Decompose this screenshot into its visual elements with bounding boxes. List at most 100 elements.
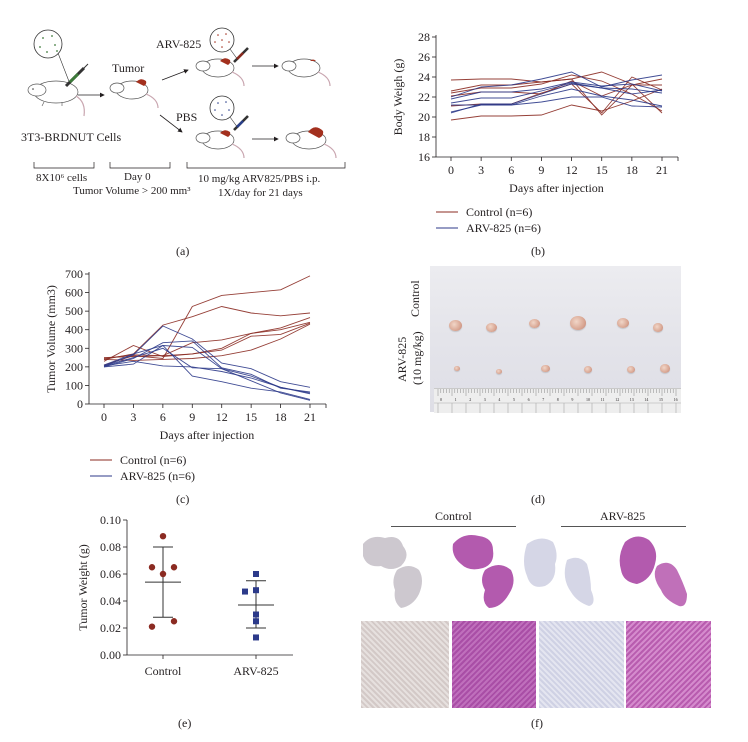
ruler-number: 11 <box>601 397 605 402</box>
ruler-number: 0 <box>440 397 442 402</box>
control-data-point <box>148 623 156 630</box>
arv-825-tumor-specimen <box>627 366 635 373</box>
photo-row-control-label: Control <box>408 280 422 317</box>
ruler-number: 15 <box>659 397 663 402</box>
photo-row-dose-label: (10 mg/kg) <box>410 331 424 385</box>
syringe-icon <box>64 63 89 88</box>
legend-label: ARV-825 (n=6) <box>466 221 541 235</box>
arrow <box>159 114 183 133</box>
ruler-number: 12 <box>615 397 619 402</box>
phase-3-dose-label: 10 mg/kg ARV825/PBS i.p. <box>198 173 321 185</box>
arv-825-tumor-specimen <box>540 364 550 373</box>
he-tile-arv <box>626 621 711 708</box>
x-tick-label: 21 <box>656 163 668 177</box>
ruler-number: 8 <box>557 397 559 402</box>
panel-label-b: (b) <box>531 244 545 258</box>
x-tick-label: 12 <box>566 163 578 177</box>
y-tick-label: 100 <box>65 378 83 392</box>
ruler-number: 7 <box>542 397 544 402</box>
panel-a-schematic: ARV-825 Tumor PBS 3T3-BRDNUT Cells 8X10⁶… <box>0 0 374 258</box>
ruler: 0 1 2 3 4 5 6 7 8 9 10 11 12 13 14 15 16 <box>434 388 681 413</box>
phase-3-schedule-label: 1X/day for 21 days <box>218 187 303 199</box>
control-data-point <box>148 564 156 571</box>
control-series-line <box>103 306 311 360</box>
ihc-tile-control <box>361 621 449 708</box>
arv-825-data-point <box>253 611 259 618</box>
ruler-number: 6 <box>528 397 530 402</box>
y-axis-label: Body Weigh (g) <box>391 59 405 136</box>
x-tick-label: 0 <box>101 410 107 424</box>
arv-825-label: ARV-825 <box>156 37 202 51</box>
arv-825-data-point <box>253 571 259 577</box>
arrow <box>161 69 189 81</box>
arv-825-tumor-specimen <box>584 366 592 373</box>
timeline-bracket <box>109 162 171 169</box>
y-tick-label: 500 <box>65 304 83 318</box>
y-tick-label: 0.00 <box>100 648 121 662</box>
y-tick-label: 26 <box>418 50 430 64</box>
panel-label-a: (a) <box>176 244 190 258</box>
arv-825-series-line <box>103 325 311 388</box>
legend-label: Control (n=6) <box>120 453 186 467</box>
control-tumor-specimen <box>485 322 497 332</box>
control-series-line <box>450 76 663 114</box>
phase-2-volume-label: Tumor Volume > 200 mm³ <box>73 185 191 197</box>
y-tick-label: 0 <box>77 397 83 411</box>
arv-825-series-line <box>450 83 663 114</box>
y-tick-label: 0.02 <box>100 621 121 635</box>
phase-1-label: 8X10⁶ cells <box>36 172 88 184</box>
y-axis-label: Tumor Volume (mm3) <box>44 285 58 393</box>
schematic-drawing <box>27 27 346 169</box>
phase-2-label: Day 0 <box>124 171 151 183</box>
tumor-label: Tumor <box>112 61 145 75</box>
panel-label-c: (c) <box>176 492 190 506</box>
arv-825-data-point <box>253 587 259 594</box>
arv-825-series-line <box>450 81 663 100</box>
ruler-number: 1 <box>455 397 457 402</box>
x-axis-label: Days after injection <box>509 181 604 195</box>
y-tick-label: 400 <box>65 323 83 337</box>
ruler-number: 3 <box>484 397 486 402</box>
arv-825-series-line <box>103 344 311 400</box>
y-tick-label: 22 <box>418 90 430 104</box>
ihc-tile-arv <box>539 621 624 708</box>
histology-group-control-label: Control <box>435 509 472 523</box>
control-data-point <box>170 564 178 571</box>
control-data-point <box>159 570 167 578</box>
x-tick-label: 3 <box>478 163 484 177</box>
cell-dish-icon <box>33 29 71 85</box>
arv-825-tumor-specimen <box>496 369 502 375</box>
ihc-slide-control <box>363 536 422 608</box>
y-tick-label: 0.04 <box>100 594 121 608</box>
x-tick-label: 18 <box>275 410 287 424</box>
x-category-label: Control <box>145 664 182 678</box>
arv-825-data-point <box>253 634 259 641</box>
control-series-line <box>103 323 311 361</box>
whole-slide-row <box>363 535 687 608</box>
mouse-with-tumor-icon <box>109 79 159 109</box>
arv-825-data-point <box>253 618 259 625</box>
cell-dish-icon <box>209 27 239 61</box>
ruler-number: 14 <box>644 397 648 402</box>
x-tick-label: 0 <box>448 163 454 177</box>
body-weight-chart: 16 18 20 22 24 26 28 0 3 6 9 12 15 18 21 Days after inj… <box>391 30 679 235</box>
group-divider-line <box>391 526 516 527</box>
x-tick-label: 6 <box>160 410 166 424</box>
mouse-with-tumor-icon <box>195 130 245 159</box>
y-tick-label: 24 <box>418 70 430 84</box>
ruler-number: 2 <box>469 397 471 402</box>
group-divider-line <box>561 526 686 527</box>
x-axis-label: Days after injection <box>160 428 255 442</box>
control-tumor-specimen <box>653 323 663 332</box>
cells-label: 3T3-BRDNUT Cells <box>21 130 122 144</box>
y-tick-label: 18 <box>418 130 430 144</box>
y-tick-label: 16 <box>418 150 430 164</box>
ruler-number: 16 <box>674 397 678 402</box>
control-tumor-specimen <box>617 318 629 329</box>
ruler-ticks: 0 1 2 3 4 5 6 7 8 9 10 11 12 13 14 15 16 <box>434 389 681 413</box>
x-tick-label: 18 <box>626 163 638 177</box>
mouse-icon <box>27 80 85 117</box>
y-tick-label: 0.06 <box>100 567 121 581</box>
control-tumor-specimen <box>448 319 462 331</box>
x-tick-label: 3 <box>130 410 136 424</box>
